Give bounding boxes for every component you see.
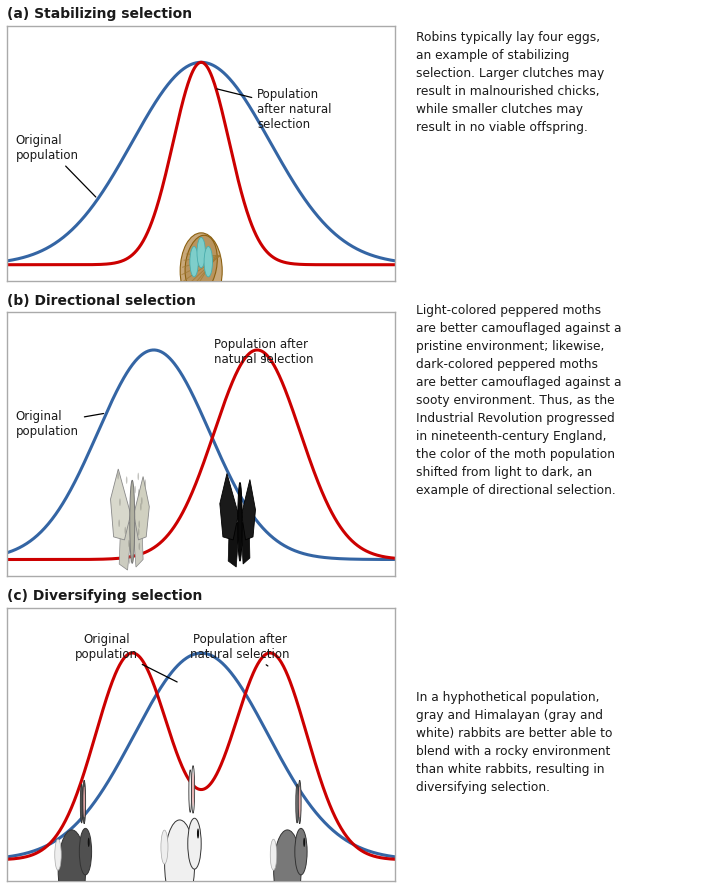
Circle shape [129,544,130,551]
Ellipse shape [83,787,85,818]
Circle shape [138,473,139,481]
Text: Population
after natural
selection: Population after natural selection [217,88,332,131]
Ellipse shape [165,820,194,894]
Polygon shape [220,474,239,540]
Circle shape [55,839,61,870]
Ellipse shape [79,829,91,875]
Circle shape [134,486,136,493]
Ellipse shape [273,830,301,894]
Ellipse shape [190,248,198,277]
Circle shape [126,477,128,485]
Ellipse shape [298,780,301,823]
Ellipse shape [299,787,300,818]
Text: Light-colored peppered moths
are better camouflaged against a
pristine environme: Light-colored peppered moths are better … [415,304,621,497]
Ellipse shape [191,766,194,814]
Circle shape [132,555,133,562]
Circle shape [125,527,126,535]
Ellipse shape [296,784,299,823]
Ellipse shape [58,830,86,894]
Polygon shape [134,522,143,568]
Text: (b) Directional selection: (b) Directional selection [7,293,196,308]
Ellipse shape [204,248,212,277]
Circle shape [129,557,130,564]
Text: (a) Stabilizing selection: (a) Stabilizing selection [7,7,192,21]
Text: Original
population: Original population [75,633,177,682]
Text: Robins typically lay four eggs,
an example of stabilizing
selection. Larger clut: Robins typically lay four eggs, an examp… [415,30,604,133]
Polygon shape [241,480,255,540]
Circle shape [88,838,90,847]
Ellipse shape [188,770,191,813]
Circle shape [144,480,146,487]
Circle shape [138,528,139,536]
Circle shape [303,838,305,847]
Circle shape [118,520,120,527]
Circle shape [138,490,139,497]
Polygon shape [241,522,250,564]
Circle shape [197,829,199,839]
Circle shape [161,831,168,864]
Ellipse shape [197,238,205,268]
Circle shape [140,503,141,511]
Circle shape [270,839,277,870]
Ellipse shape [295,829,307,875]
Circle shape [117,472,119,480]
Polygon shape [119,522,130,570]
Text: Population after
natural selection: Population after natural selection [214,338,314,366]
Ellipse shape [130,481,135,563]
Text: In a hyphothetical population,
gray and Himalayan (gray and
white) rabbits are b: In a hyphothetical population, gray and … [415,690,613,793]
Ellipse shape [238,483,242,561]
Polygon shape [228,522,239,568]
Text: Original
population: Original population [16,134,96,198]
Text: (c) Diversifying selection: (c) Diversifying selection [7,588,202,603]
Circle shape [119,499,121,506]
Circle shape [138,521,140,528]
Circle shape [138,543,140,551]
Ellipse shape [181,233,222,309]
Ellipse shape [188,818,202,869]
Text: Original
population: Original population [16,409,104,438]
Ellipse shape [185,236,218,295]
Polygon shape [134,477,149,540]
Ellipse shape [83,780,86,823]
Polygon shape [110,469,130,540]
Circle shape [128,540,130,548]
Circle shape [141,498,143,505]
Text: Population after
natural selection: Population after natural selection [190,633,290,666]
Ellipse shape [192,772,194,806]
Ellipse shape [80,784,83,823]
